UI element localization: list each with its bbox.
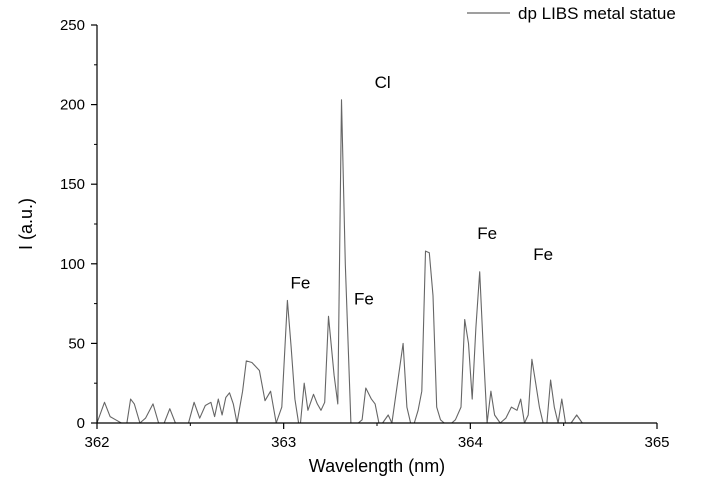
x-tick-label: 362 [84, 434, 109, 451]
legend: dp LIBS metal statue [467, 4, 676, 23]
y-tick-label: 50 [68, 335, 85, 352]
peak-annotation: Fe [533, 245, 553, 264]
peak-annotation: Fe [354, 289, 374, 308]
peak-annotation: Cl [375, 73, 391, 92]
y-tick-label: 100 [60, 256, 85, 273]
x-tick-label: 363 [271, 434, 296, 451]
y-tick-label: 200 [60, 97, 85, 114]
annotations: Cl Fe Fe Fe Fe [291, 73, 554, 309]
y-ticks: 0 50 100 150 200 250 [60, 17, 97, 432]
legend-label: dp LIBS metal statue [518, 4, 676, 23]
x-axis-label: Wavelength (nm) [309, 456, 445, 476]
x-tick-label: 365 [644, 434, 669, 451]
y-tick-label: 0 [77, 415, 85, 432]
series-layer [96, 99, 657, 424]
x-tick-label: 364 [458, 434, 483, 451]
series-line [96, 99, 657, 424]
peak-annotation: Fe [477, 224, 497, 243]
y-tick-label: 150 [60, 176, 85, 193]
y-axis-label: I (a.u.) [16, 198, 36, 250]
y-tick-label: 250 [60, 17, 85, 34]
x-ticks: 362 363 364 365 [84, 423, 670, 451]
peak-annotation: Fe [291, 273, 311, 292]
